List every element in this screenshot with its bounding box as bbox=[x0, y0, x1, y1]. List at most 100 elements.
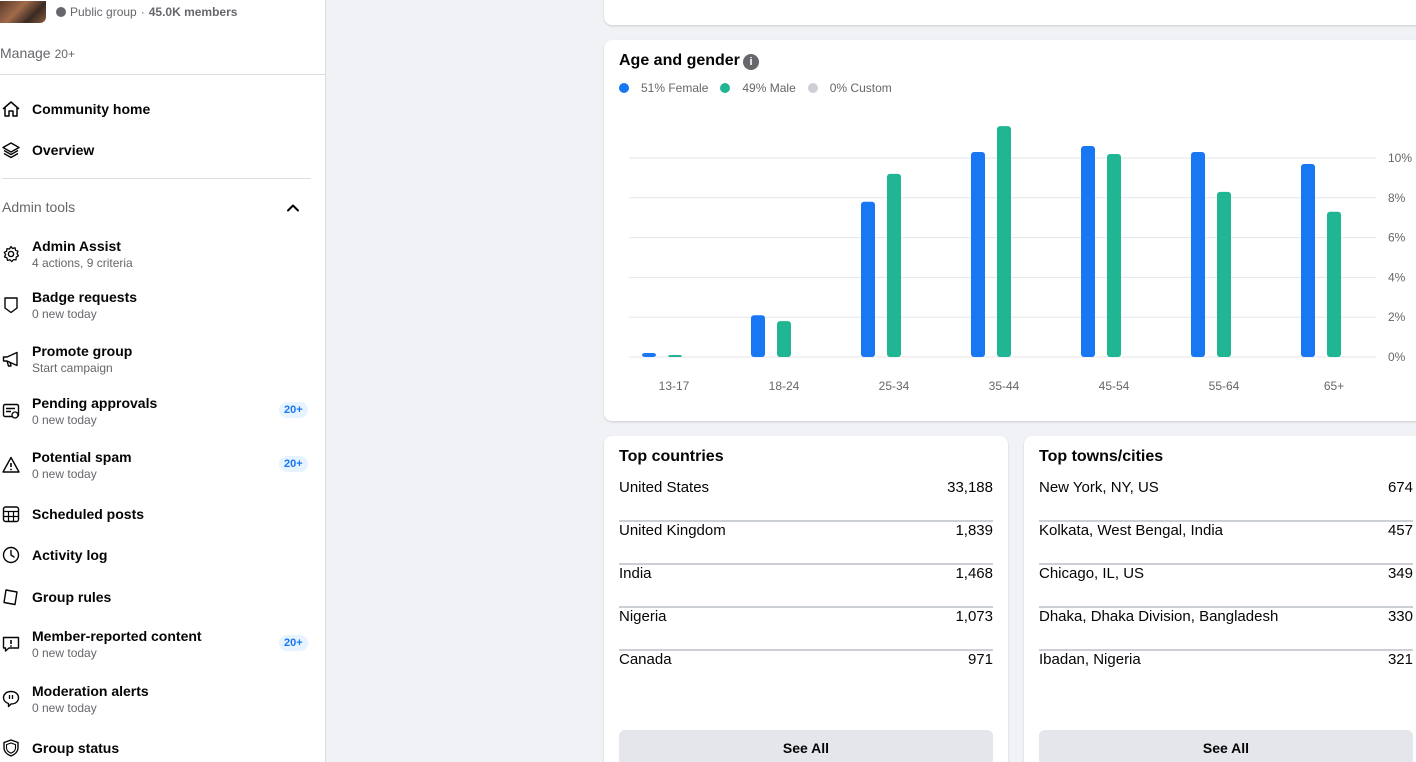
nav-scheduled-posts-label: Scheduled posts bbox=[32, 506, 145, 522]
bar-female bbox=[1301, 163, 1315, 357]
group-members[interactable]: 45.0K members bbox=[148, 5, 238, 19]
nav-badge-requests[interactable]: Badge requests 0 new today bbox=[0, 287, 326, 323]
nav-member-reported-sub: 0 new today bbox=[32, 646, 97, 660]
city-name: Dhaka, Dhaka Division, Bangladesh bbox=[1039, 608, 1279, 625]
nav-overview[interactable]: Overview bbox=[0, 139, 326, 161]
x-tick-label: 13-17 bbox=[659, 379, 690, 393]
nav-group-rules[interactable]: Group rules bbox=[0, 586, 326, 608]
x-tick-label: 45-54 bbox=[1099, 379, 1130, 393]
nav-group-rules-label: Group rules bbox=[32, 589, 112, 605]
bar-male bbox=[777, 321, 791, 357]
x-tick-label: 35-44 bbox=[989, 379, 1020, 393]
alert-bubble-icon bbox=[0, 688, 22, 710]
bar-female bbox=[642, 353, 656, 357]
age-gender-chart: 0% 2% 4% 6% 8% 10% 13-17 18-24 25-34 35-44 45-54 55… bbox=[629, 126, 1412, 393]
group-privacy: Public group bbox=[70, 5, 137, 19]
country-row: Nigeria 1,073 bbox=[619, 608, 993, 651]
bar-male bbox=[1217, 191, 1231, 357]
nav-overview-label: Overview bbox=[32, 142, 95, 158]
city-row: Chicago, IL, US 349 bbox=[1039, 565, 1413, 608]
top-countries-card: Top countries United States 33,188 United… bbox=[604, 436, 1008, 762]
bar-male bbox=[997, 126, 1011, 357]
info-icon[interactable]: i bbox=[743, 54, 759, 70]
divider bbox=[0, 74, 326, 75]
country-row: India 1,468 bbox=[619, 565, 993, 608]
nav-admin-assist-label: Admin Assist bbox=[32, 238, 121, 254]
calendar-icon bbox=[0, 503, 22, 525]
nav-promote-group-label: Promote group bbox=[32, 343, 133, 359]
nav-pending-approvals[interactable]: Pending approvals 0 new today 20+ bbox=[0, 393, 326, 429]
chart-legend: 51% Female 49% Male 0% Custom bbox=[619, 81, 904, 95]
city-value: 321 bbox=[1387, 651, 1413, 668]
nav-moderation-alerts-label: Moderation alerts bbox=[32, 683, 149, 699]
country-value: 1,468 bbox=[955, 565, 993, 582]
approvals-icon bbox=[0, 400, 22, 422]
nav-member-reported-content[interactable]: Member-reported content 0 new today 20+ bbox=[0, 626, 326, 662]
bar-female bbox=[861, 201, 875, 357]
megaphone-icon bbox=[0, 348, 22, 370]
y-tick-label: 8% bbox=[1388, 191, 1406, 205]
country-name: Nigeria bbox=[619, 608, 667, 625]
nav-pending-approvals-sub: 0 new today bbox=[32, 413, 97, 427]
nav-pending-approvals-label: Pending approvals bbox=[32, 395, 158, 411]
home-icon bbox=[0, 98, 22, 120]
cities-see-all-button[interactable]: See All bbox=[1039, 730, 1413, 762]
legend-custom-label: 0% Custom bbox=[829, 81, 892, 95]
nav-admin-assist[interactable]: Admin Assist 4 actions, 9 criteria bbox=[0, 236, 326, 272]
nav-group-status[interactable]: Group status bbox=[0, 737, 326, 759]
nav-potential-spam-label: Potential spam bbox=[32, 449, 132, 465]
y-tick-label: 0% bbox=[1388, 350, 1406, 364]
nav-activity-log[interactable]: Activity log bbox=[0, 544, 326, 566]
gear-icon bbox=[0, 243, 22, 265]
city-row: New York, NY, US 674 bbox=[1039, 479, 1413, 522]
nav-moderation-alerts[interactable]: Moderation alerts 0 new today bbox=[0, 681, 326, 717]
city-row: Dhaka, Dhaka Division, Bangladesh 330 bbox=[1039, 608, 1413, 651]
nav-promote-group-sub: Start campaign bbox=[32, 361, 113, 375]
top-countries-title: Top countries bbox=[619, 448, 724, 465]
potential-spam-badge: 20+ bbox=[279, 456, 308, 472]
countries-see-all-button[interactable]: See All bbox=[619, 730, 993, 762]
bar-male bbox=[1107, 154, 1121, 357]
country-row: United States 33,188 bbox=[619, 479, 993, 522]
admin-tools-title: Admin tools bbox=[2, 199, 76, 215]
x-tick-label: 25-34 bbox=[879, 379, 910, 393]
bar-male bbox=[887, 173, 901, 357]
nav-promote-group[interactable]: Promote group Start campaign bbox=[0, 341, 326, 377]
nav-potential-spam[interactable]: Potential spam 0 new today 20+ bbox=[0, 447, 326, 483]
country-value: 33,188 bbox=[947, 479, 993, 496]
x-tick-label: 18-24 bbox=[769, 379, 800, 393]
bar-female bbox=[751, 315, 765, 357]
group-cover-thumbnail[interactable] bbox=[0, 1, 46, 23]
bar-female bbox=[1191, 152, 1205, 357]
divider bbox=[2, 178, 311, 179]
group-meta: Public group · 45.0K members bbox=[56, 5, 237, 19]
nav-badge-requests-label: Badge requests bbox=[32, 289, 138, 305]
manage-label: Manage bbox=[0, 45, 51, 61]
age-gender-title: Age and gender bbox=[619, 52, 740, 69]
bar-male bbox=[1327, 211, 1341, 357]
bar-female bbox=[971, 152, 985, 357]
country-row: Canada 971 bbox=[619, 651, 993, 694]
y-tick-label: 6% bbox=[1388, 231, 1406, 245]
city-name: Ibadan, Nigeria bbox=[1039, 651, 1141, 668]
nav-community-home[interactable]: Community home bbox=[0, 98, 326, 120]
nav-group-status-label: Group status bbox=[32, 740, 120, 756]
legend-custom: 0% Custom bbox=[807, 81, 892, 95]
city-value: 330 bbox=[1387, 608, 1413, 625]
layers-icon bbox=[0, 139, 22, 161]
legend-female: 51% Female bbox=[619, 81, 708, 95]
x-tick-label: 55-64 bbox=[1209, 379, 1240, 393]
nav-scheduled-posts[interactable]: Scheduled posts bbox=[0, 503, 326, 525]
legend-male-dot bbox=[720, 83, 731, 93]
city-row: Ibadan, Nigeria 321 bbox=[1039, 651, 1413, 694]
city-value: 457 bbox=[1387, 522, 1413, 539]
badge-icon bbox=[0, 294, 22, 316]
city-value: 349 bbox=[1387, 565, 1413, 582]
bar-female bbox=[1081, 146, 1095, 357]
city-name: Kolkata, West Bengal, India bbox=[1039, 522, 1223, 539]
nav-potential-spam-sub: 0 new today bbox=[32, 467, 97, 481]
legend-female-label: 51% Female bbox=[641, 81, 709, 95]
previous-card bbox=[604, 0, 1416, 25]
country-name: United Kingdom bbox=[619, 522, 726, 539]
chevron-up-icon[interactable] bbox=[285, 200, 301, 216]
